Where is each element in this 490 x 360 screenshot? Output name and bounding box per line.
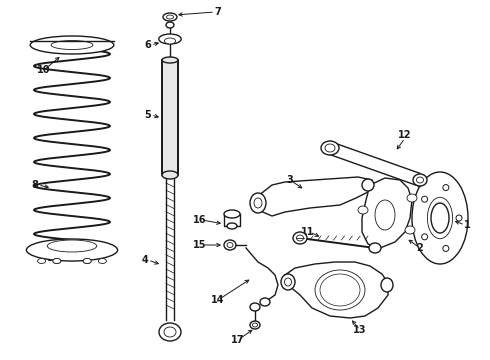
Ellipse shape [381,278,393,292]
Ellipse shape [416,177,423,183]
Ellipse shape [98,258,106,264]
Text: 12: 12 [398,130,412,140]
Ellipse shape [293,232,307,244]
Ellipse shape [315,270,365,310]
Ellipse shape [53,258,61,264]
Ellipse shape [165,38,175,44]
Polygon shape [162,60,178,175]
Text: 1: 1 [464,220,470,230]
Ellipse shape [224,240,236,250]
Text: 15: 15 [193,240,207,250]
Ellipse shape [254,198,262,208]
Text: 4: 4 [142,255,148,265]
Text: 10: 10 [37,65,51,75]
Ellipse shape [421,234,428,240]
Text: 13: 13 [353,325,367,335]
Ellipse shape [83,258,91,264]
Ellipse shape [362,179,374,191]
Text: 8: 8 [31,180,38,190]
Ellipse shape [412,172,468,264]
Ellipse shape [250,303,260,311]
Ellipse shape [296,235,303,241]
Text: 11: 11 [301,227,315,237]
Ellipse shape [407,194,417,202]
Ellipse shape [250,321,260,329]
Ellipse shape [224,210,240,218]
Text: 14: 14 [211,295,225,305]
Ellipse shape [252,323,258,327]
Ellipse shape [456,215,462,221]
Ellipse shape [162,57,178,63]
Ellipse shape [333,284,347,296]
Ellipse shape [162,171,178,179]
Text: 9: 9 [47,253,53,263]
Ellipse shape [227,223,237,229]
Ellipse shape [26,239,118,261]
Ellipse shape [30,36,114,54]
Ellipse shape [167,15,173,19]
Ellipse shape [164,327,176,337]
Ellipse shape [163,13,177,21]
Ellipse shape [325,144,335,152]
Ellipse shape [326,279,354,301]
Ellipse shape [260,298,270,306]
Ellipse shape [431,203,449,233]
Polygon shape [285,262,388,318]
Ellipse shape [321,141,339,155]
Text: 3: 3 [287,175,294,185]
Ellipse shape [421,196,428,202]
Text: 17: 17 [231,335,245,345]
Polygon shape [258,177,372,216]
Ellipse shape [427,197,453,239]
Text: 2: 2 [416,243,423,253]
Ellipse shape [250,193,266,213]
Ellipse shape [159,34,181,44]
Ellipse shape [166,22,174,28]
Ellipse shape [375,200,395,230]
Ellipse shape [413,174,427,186]
Ellipse shape [325,278,355,302]
Text: 16: 16 [193,215,207,225]
Ellipse shape [285,278,292,286]
Ellipse shape [443,246,449,251]
Ellipse shape [227,243,233,248]
Ellipse shape [320,274,360,306]
Text: 7: 7 [215,7,221,17]
Ellipse shape [358,206,368,214]
Text: 6: 6 [145,40,151,50]
Ellipse shape [38,258,46,264]
Ellipse shape [83,258,91,264]
Ellipse shape [159,323,181,341]
Polygon shape [362,178,412,248]
Ellipse shape [48,240,97,252]
Ellipse shape [405,226,415,234]
Ellipse shape [281,274,295,290]
Ellipse shape [369,243,381,253]
Text: 5: 5 [145,110,151,120]
Ellipse shape [443,185,449,190]
Ellipse shape [51,41,93,50]
Ellipse shape [53,258,61,264]
